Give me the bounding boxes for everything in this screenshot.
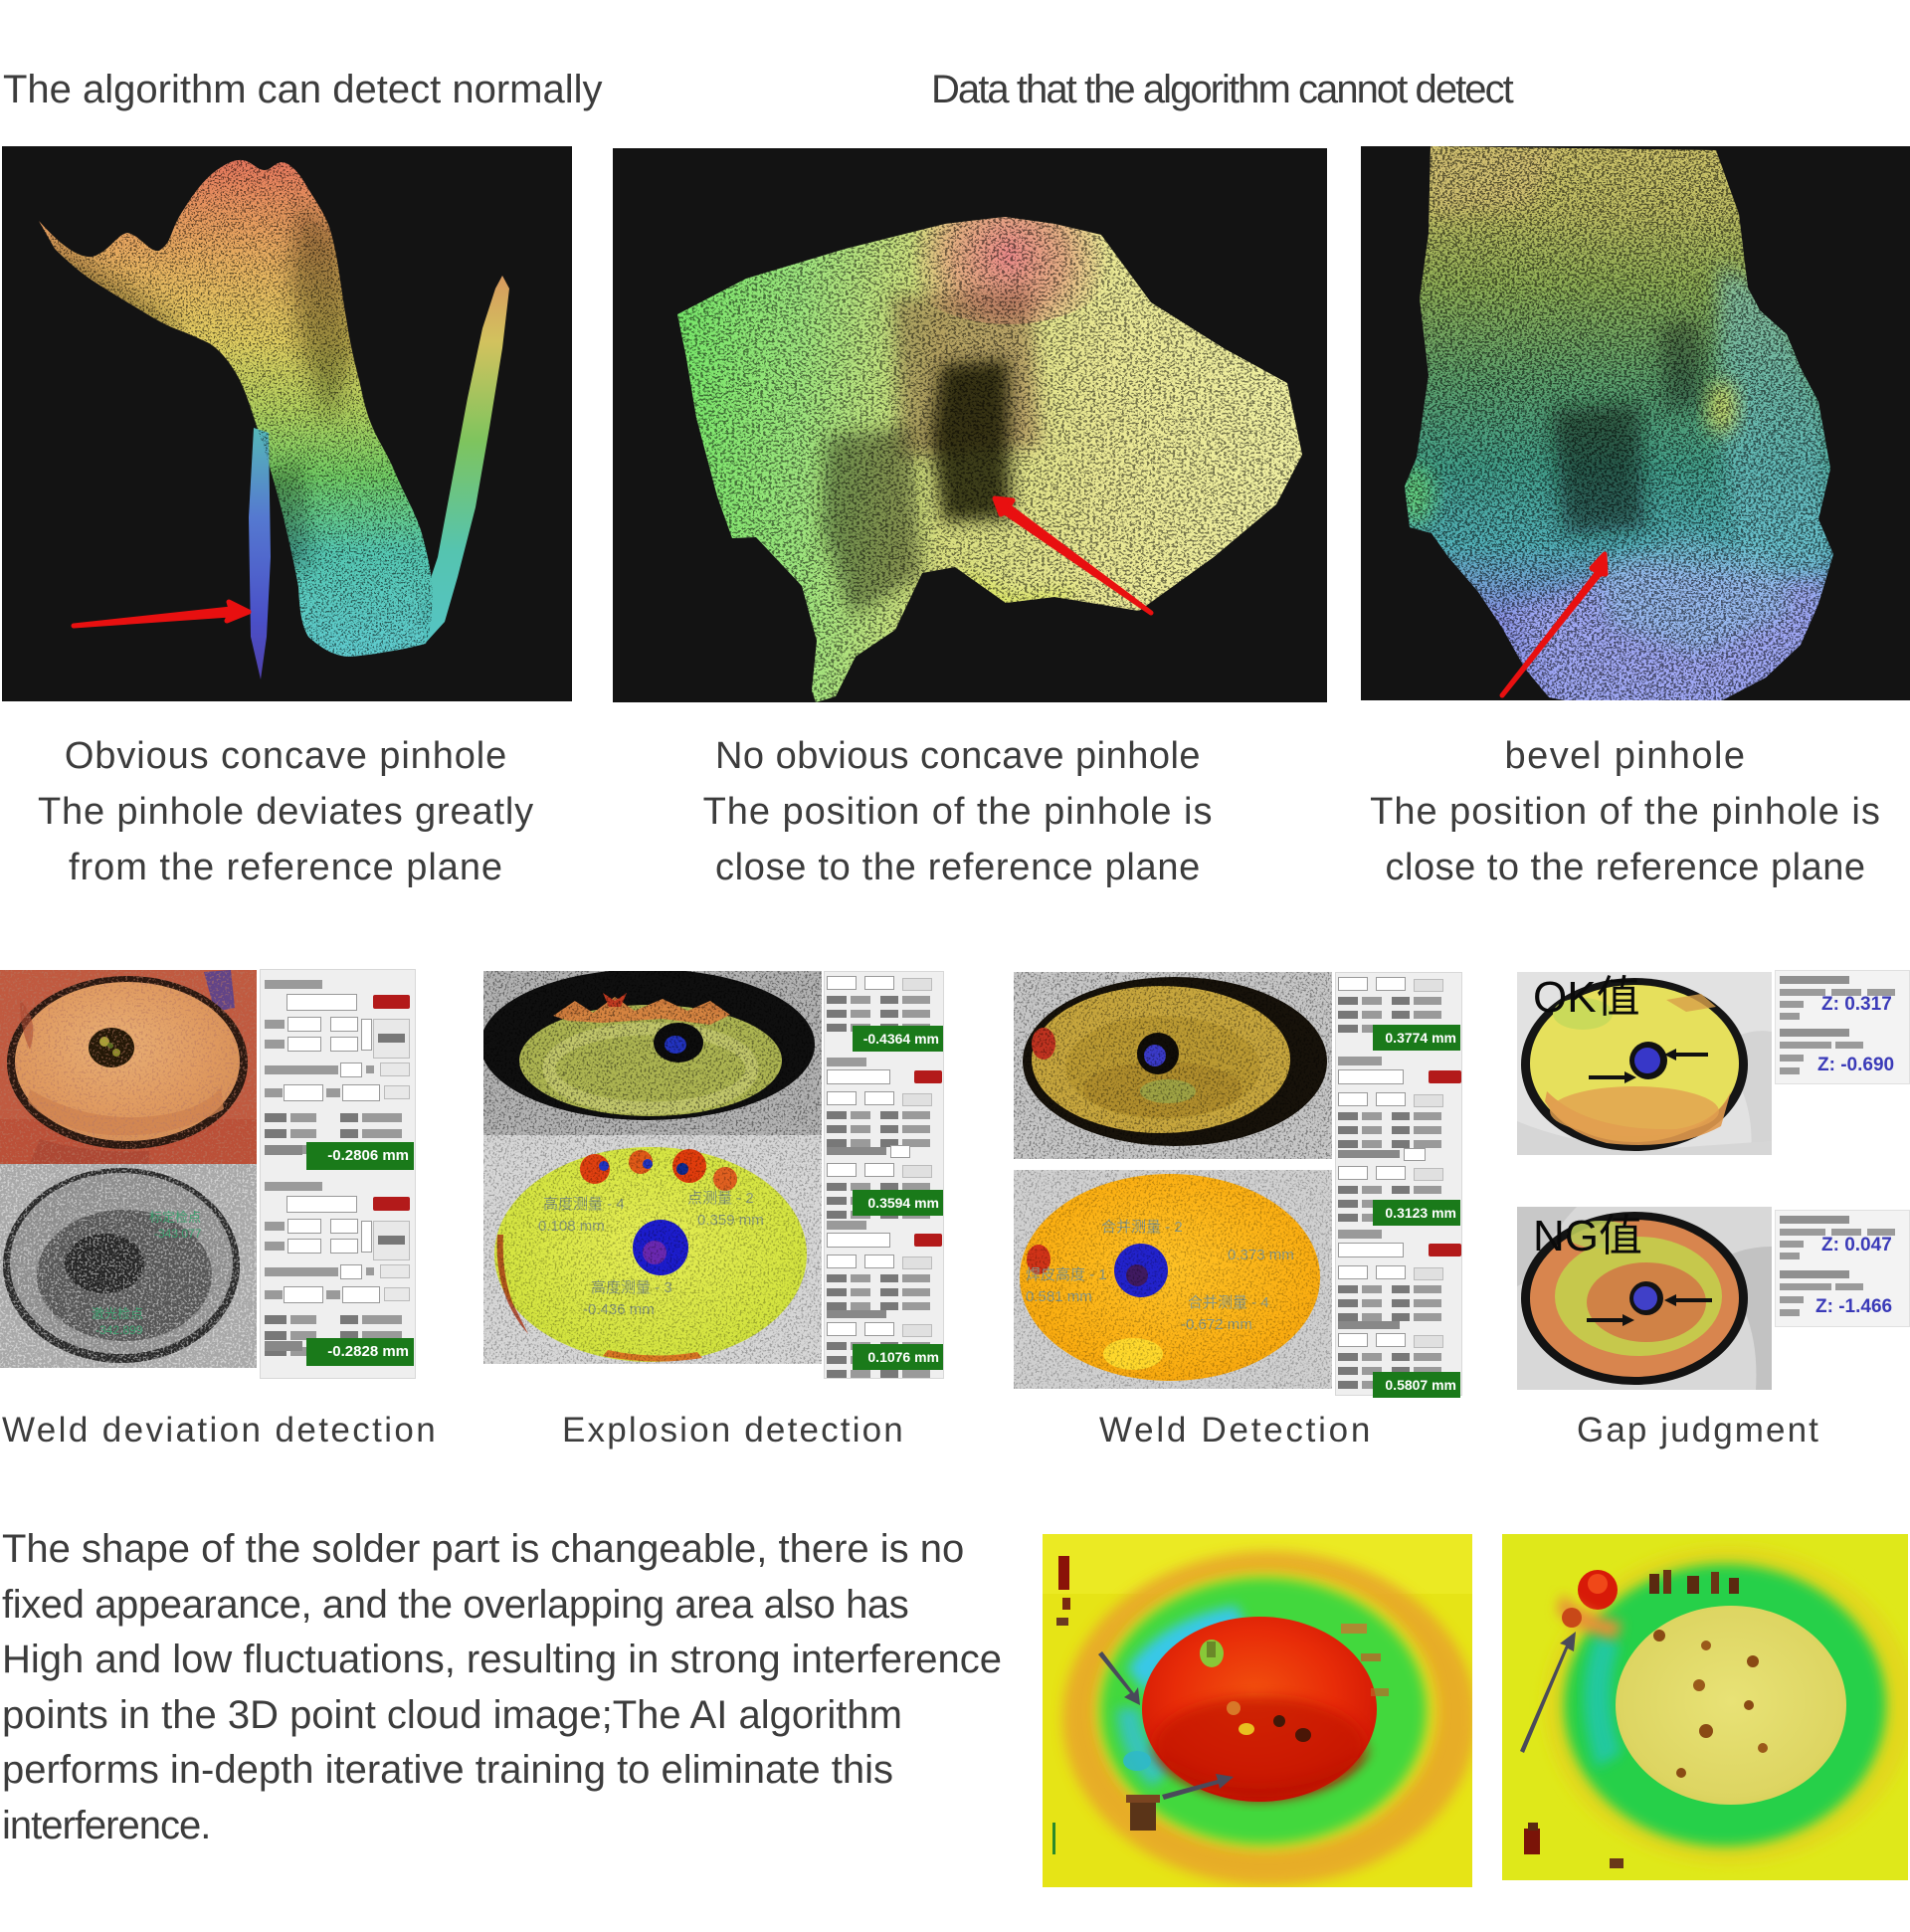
svg-text:OK值: OK值 <box>1533 973 1640 1022</box>
svg-text:-342.899: -342.899 <box>96 1323 143 1337</box>
svg-text:激光检点: 激光检点 <box>92 1306 143 1321</box>
svg-text:标定检点: 标定检点 <box>149 1210 201 1225</box>
svg-text:-343.077: -343.077 <box>154 1227 202 1241</box>
svg-text:NG值: NG值 <box>1533 1212 1642 1260</box>
